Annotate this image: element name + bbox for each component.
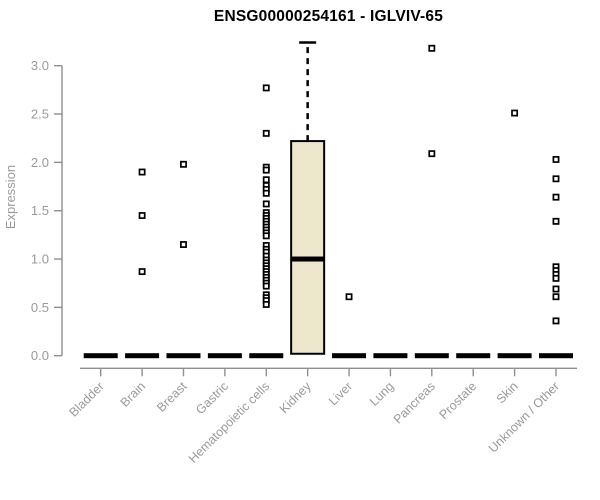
x-tick-label: Brain — [118, 379, 149, 410]
box-median-line — [291, 256, 325, 262]
data-point — [262, 282, 270, 290]
data-point — [262, 301, 270, 308]
data-point — [511, 109, 519, 117]
zero-median-bar — [456, 353, 491, 359]
zero-median-bar — [125, 353, 160, 359]
data-point — [138, 268, 146, 276]
zero-median-bar — [166, 353, 201, 359]
x-tick-label: Breast — [154, 379, 190, 415]
x-tick-label: Bladder — [66, 379, 106, 419]
data-point — [180, 241, 187, 248]
y-tick-label: 1.5 — [31, 203, 49, 218]
zero-median-bar — [332, 353, 367, 359]
x-tick-label: Lung — [367, 379, 397, 409]
data-point — [428, 44, 436, 52]
zero-median-bar — [83, 353, 118, 359]
data-point — [552, 156, 560, 163]
x-tick-label: Hematopoietic cells — [186, 379, 273, 466]
zero-median-bar — [538, 353, 573, 359]
data-point — [180, 160, 187, 168]
data-point — [262, 84, 270, 92]
data-point — [552, 175, 560, 183]
data-point — [428, 150, 436, 158]
data-point — [262, 189, 270, 197]
x-tick-label: Prostate — [437, 379, 480, 422]
zero-median-bar — [414, 353, 449, 359]
zero-median-bar — [207, 353, 242, 359]
y-tick-label: 2.5 — [31, 107, 49, 122]
x-tick-label: Liver — [326, 379, 355, 408]
data-point — [262, 129, 270, 137]
y-tick-label: 0.5 — [31, 300, 49, 315]
data-point — [262, 166, 270, 174]
data-point — [138, 168, 146, 176]
chart-title: ENSG00000254161 - IGLVIV-65 — [213, 8, 444, 25]
y-tick-label: 1.0 — [31, 252, 49, 267]
y-tick-label: 0.0 — [31, 348, 49, 363]
box-iqr — [290, 140, 326, 355]
x-tick-label: Unknown / Other — [486, 379, 562, 455]
y-tick-label: 3.0 — [31, 58, 49, 73]
data-point — [552, 193, 560, 201]
data-point — [138, 212, 146, 219]
x-tick-label: Gastric — [193, 379, 231, 417]
y-tick-label: 2.0 — [31, 155, 49, 170]
x-tick-label: Kidney — [277, 379, 314, 416]
data-point — [262, 200, 270, 208]
data-point — [552, 274, 560, 282]
zero-median-bar — [249, 353, 284, 359]
data-point — [552, 217, 560, 225]
x-tick-label: Skin — [494, 379, 521, 406]
data-point — [262, 232, 270, 240]
data-point — [262, 176, 270, 184]
data-point — [552, 293, 560, 301]
x-tick-label: Pancreas — [391, 379, 438, 426]
data-point — [552, 285, 560, 293]
zero-median-bar — [497, 353, 532, 359]
data-point — [345, 293, 353, 301]
data-point — [552, 317, 560, 325]
zero-median-bar — [373, 353, 408, 359]
